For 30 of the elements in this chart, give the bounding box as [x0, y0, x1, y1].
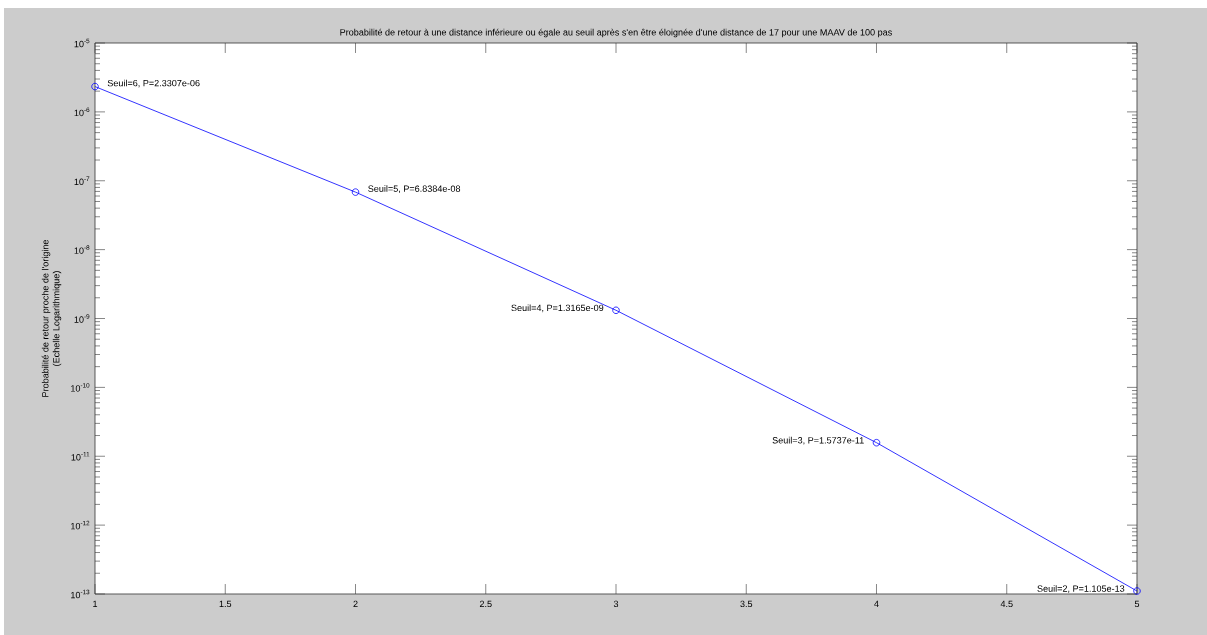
y-tick-label: 10$^{-13}$: [71, 589, 90, 599]
x-tick-label: 4.5: [1000, 600, 1013, 608]
point: [612, 306, 620, 314]
point: [1133, 587, 1141, 595]
point: [91, 82, 99, 91]
x-tick-label: 4: [874, 600, 879, 607]
x-tick-label: 2.5: [479, 600, 492, 608]
y-tick-label: 10$^{-6}$: [74, 107, 90, 117]
chart-title: Probabilité de retour à une distance inférieure ou égale au seuil après s'en être éloignée d'une distance de 17 pour une MAAV de 100 pas: [340, 28, 892, 38]
y-tick-label: 10$^{-12}$: [71, 520, 90, 530]
data-label: Seuil=2, P=1.105e-13: [1037, 585, 1125, 593]
y-tick-label: 10$^{-9}$: [74, 314, 90, 323]
x-tick-label: 5: [1134, 600, 1140, 608]
x-tick-label: 1: [93, 600, 98, 607]
data-label: Seuil=4, P=1.3165e-09: [511, 304, 604, 313]
x-tick-label: 1.5: [219, 600, 232, 608]
y-tick-label: 10$^{-8}$: [74, 245, 90, 254]
data-label: Seuil=3, P=1.5737e-11: [772, 436, 864, 445]
x-tick-label: 3: [613, 600, 619, 608]
point: [351, 188, 360, 196]
y-tick-label: 10$^{-5}$: [74, 38, 90, 48]
y-tick-label: 10$^{-10}$: [71, 383, 90, 392]
data-label: Seuil=5, P=6.8384e-08: [368, 185, 461, 193]
y-tick-label: 10$^{-11}$: [71, 452, 90, 461]
x-tick-label: 3.5: [740, 600, 753, 608]
y-axis-title: Probabilité de retour proche de l'origine (Echelle Logarithmique): [41, 239, 62, 397]
x-tick-label: 2: [353, 600, 358, 608]
y-tick-label: 10$^{-7}$: [74, 176, 90, 185]
data-label: Seuil=6, P=2.3307e-06: [107, 79, 200, 88]
point: [872, 438, 881, 447]
